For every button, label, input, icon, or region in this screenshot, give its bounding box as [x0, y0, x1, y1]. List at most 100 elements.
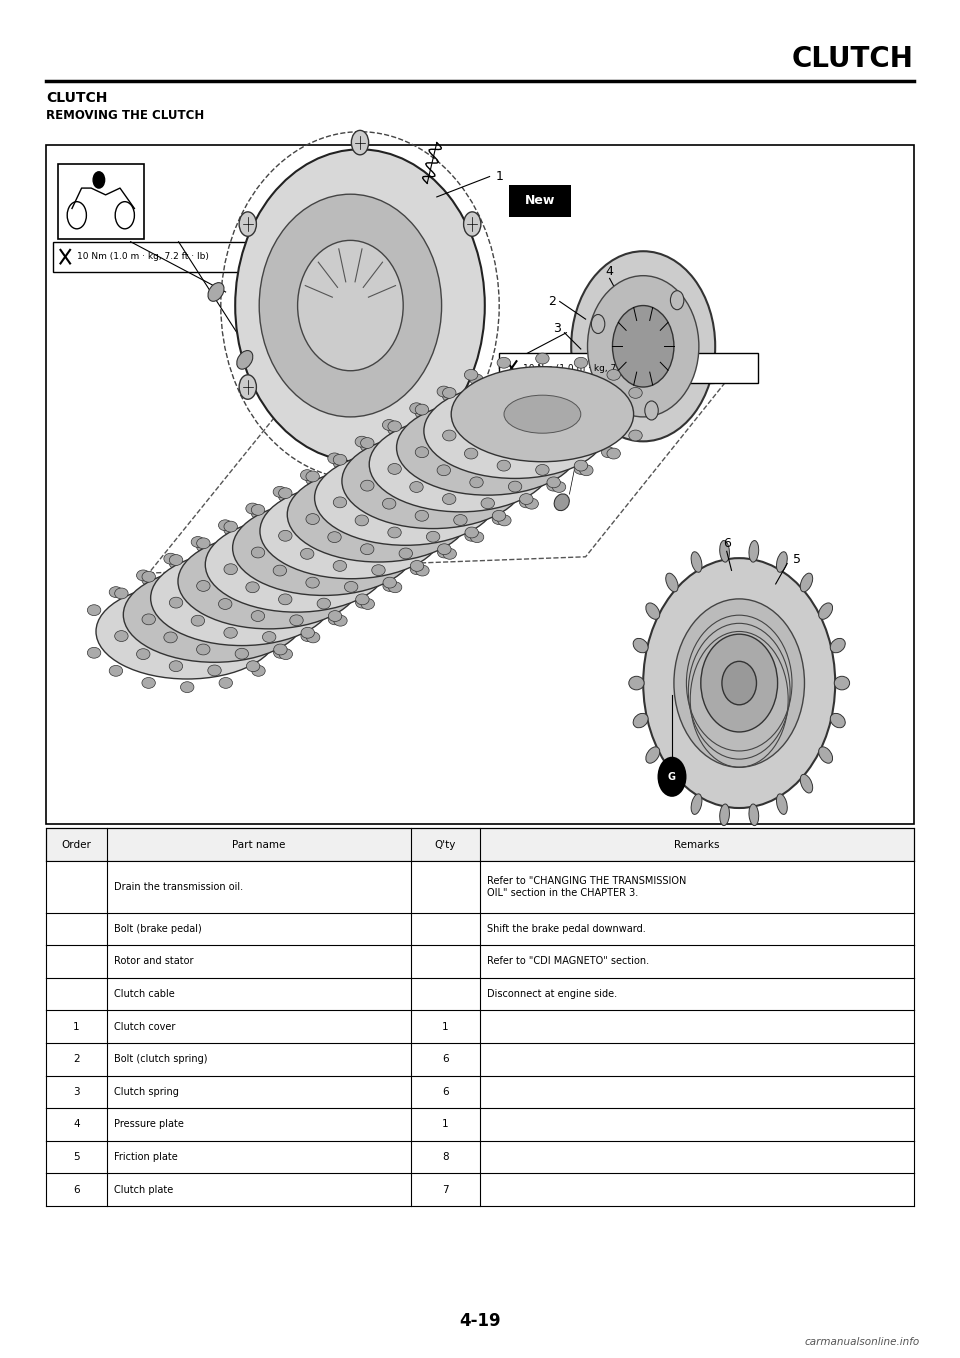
- Text: carmanualsonline.info: carmanualsonline.info: [804, 1336, 920, 1347]
- Ellipse shape: [552, 403, 565, 414]
- Bar: [46, 913, 914, 945]
- Ellipse shape: [290, 504, 303, 515]
- Ellipse shape: [361, 437, 374, 448]
- Ellipse shape: [443, 493, 456, 504]
- Ellipse shape: [607, 369, 620, 380]
- Ellipse shape: [477, 411, 554, 449]
- Text: 3: 3: [73, 1086, 80, 1097]
- Text: Remarks: Remarks: [674, 839, 720, 850]
- Ellipse shape: [674, 599, 804, 767]
- Ellipse shape: [136, 570, 150, 581]
- Text: Refer to "CDI MAGNETO" section.: Refer to "CDI MAGNETO" section.: [487, 956, 649, 967]
- Ellipse shape: [169, 558, 182, 569]
- Ellipse shape: [301, 524, 315, 535]
- Text: Friction plate: Friction plate: [113, 1152, 178, 1162]
- Ellipse shape: [646, 603, 660, 619]
- Text: 1: 1: [73, 1021, 80, 1032]
- Ellipse shape: [438, 543, 451, 554]
- Ellipse shape: [169, 554, 182, 565]
- Text: 4: 4: [606, 265, 613, 278]
- Ellipse shape: [328, 572, 342, 583]
- Text: REMOVING THE CLUTCH: REMOVING THE CLUTCH: [46, 109, 204, 122]
- Ellipse shape: [454, 403, 468, 414]
- Ellipse shape: [629, 387, 642, 398]
- Ellipse shape: [260, 483, 443, 579]
- Ellipse shape: [519, 497, 533, 508]
- Ellipse shape: [602, 405, 615, 416]
- Circle shape: [93, 172, 105, 189]
- Ellipse shape: [509, 369, 522, 380]
- Ellipse shape: [361, 481, 374, 492]
- Ellipse shape: [382, 420, 396, 430]
- Ellipse shape: [246, 502, 259, 513]
- Ellipse shape: [465, 369, 478, 380]
- Ellipse shape: [389, 502, 402, 513]
- Bar: [46, 145, 914, 824]
- Ellipse shape: [834, 676, 850, 690]
- Ellipse shape: [328, 611, 342, 622]
- Ellipse shape: [114, 630, 128, 641]
- Bar: [46, 1076, 914, 1108]
- Text: 4: 4: [73, 1119, 80, 1130]
- Ellipse shape: [252, 508, 265, 519]
- Ellipse shape: [235, 536, 249, 547]
- Ellipse shape: [142, 614, 156, 625]
- Ellipse shape: [197, 538, 210, 549]
- Ellipse shape: [219, 520, 232, 531]
- Ellipse shape: [536, 353, 549, 364]
- Ellipse shape: [197, 644, 210, 655]
- Ellipse shape: [410, 521, 423, 532]
- Ellipse shape: [300, 588, 314, 599]
- Ellipse shape: [361, 543, 374, 554]
- Ellipse shape: [399, 437, 413, 448]
- Ellipse shape: [574, 460, 588, 471]
- Ellipse shape: [777, 551, 787, 572]
- Ellipse shape: [504, 395, 581, 433]
- Text: Bolt (brake pedal): Bolt (brake pedal): [113, 923, 202, 934]
- Circle shape: [239, 212, 256, 236]
- Ellipse shape: [306, 577, 320, 588]
- Ellipse shape: [313, 512, 390, 550]
- Ellipse shape: [278, 593, 292, 604]
- Ellipse shape: [497, 460, 511, 471]
- Text: 4-19: 4-19: [459, 1312, 501, 1331]
- Ellipse shape: [372, 565, 385, 576]
- Bar: [58, 164, 144, 239]
- Text: 1: 1: [442, 1119, 448, 1130]
- Bar: [46, 945, 914, 978]
- Ellipse shape: [388, 527, 401, 538]
- Ellipse shape: [300, 470, 314, 481]
- Ellipse shape: [258, 546, 335, 584]
- Ellipse shape: [207, 554, 221, 565]
- Ellipse shape: [232, 500, 415, 595]
- Ellipse shape: [465, 527, 478, 538]
- Text: G: G: [668, 771, 676, 782]
- Ellipse shape: [525, 498, 539, 509]
- Ellipse shape: [164, 631, 178, 642]
- Ellipse shape: [355, 492, 369, 502]
- Ellipse shape: [722, 661, 756, 705]
- Ellipse shape: [634, 638, 648, 653]
- Ellipse shape: [169, 598, 182, 608]
- Ellipse shape: [437, 464, 450, 475]
- Ellipse shape: [306, 513, 320, 524]
- Ellipse shape: [180, 570, 194, 581]
- Ellipse shape: [410, 564, 423, 574]
- Ellipse shape: [207, 665, 221, 676]
- Ellipse shape: [588, 276, 699, 417]
- Ellipse shape: [383, 580, 396, 591]
- Ellipse shape: [252, 504, 265, 515]
- Ellipse shape: [602, 447, 615, 458]
- Ellipse shape: [368, 479, 444, 517]
- Ellipse shape: [383, 577, 396, 588]
- Ellipse shape: [416, 405, 429, 416]
- Ellipse shape: [262, 631, 276, 642]
- Text: Order: Order: [61, 839, 91, 850]
- Ellipse shape: [389, 581, 402, 592]
- Ellipse shape: [246, 581, 259, 592]
- Ellipse shape: [340, 496, 417, 534]
- Ellipse shape: [191, 615, 204, 626]
- Ellipse shape: [197, 580, 210, 591]
- Ellipse shape: [287, 467, 469, 562]
- Ellipse shape: [497, 436, 511, 447]
